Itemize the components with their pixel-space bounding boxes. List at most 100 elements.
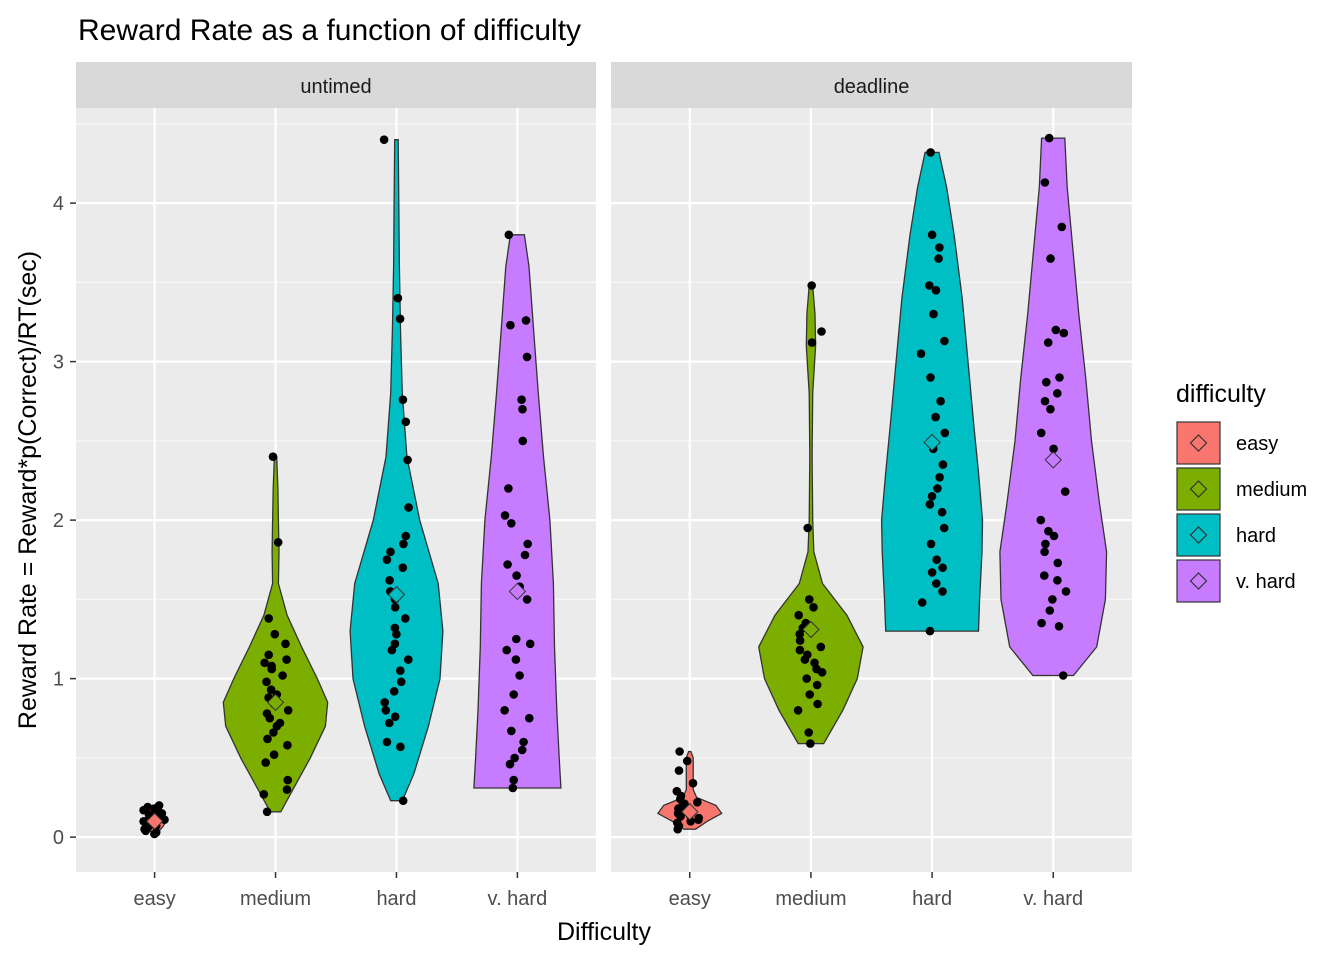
y-axis-title: Reward Rate = Reward*p(Correct)/RT(sec) (14, 251, 42, 729)
legend-diamond (1189, 526, 1208, 544)
data-point (266, 685, 276, 694)
data-point (674, 766, 684, 775)
data-point (509, 775, 518, 785)
data-point (932, 555, 941, 564)
data-point (937, 507, 947, 517)
data-point (925, 281, 934, 290)
data-point (380, 698, 390, 707)
data-point (802, 674, 811, 683)
data-point (154, 801, 164, 810)
data-point (283, 740, 292, 750)
x-axis-title: Difficulty (557, 918, 652, 946)
data-point (500, 706, 509, 715)
legend: difficulty easy medium hard v. hard (1176, 380, 1307, 603)
data-point (282, 655, 291, 664)
data-point (1054, 622, 1064, 631)
data-point (693, 798, 702, 807)
data-point (1057, 222, 1067, 232)
data-point (503, 560, 512, 569)
data-point (1051, 325, 1061, 335)
data-point (926, 373, 935, 382)
data-point (1040, 178, 1050, 187)
data-point (927, 568, 937, 577)
mean-marker (923, 433, 941, 452)
data-point (270, 629, 280, 639)
data-point (282, 785, 292, 794)
data-point (1044, 133, 1054, 143)
data-point (688, 778, 698, 788)
legend-label: medium (1236, 479, 1307, 501)
data-point (264, 650, 274, 660)
data-point (520, 550, 530, 560)
data-point (939, 523, 949, 533)
mean-marker (266, 693, 285, 712)
legend-diamond (1189, 480, 1208, 498)
data-point (936, 396, 945, 406)
data-point (404, 655, 413, 664)
data-point (812, 680, 822, 690)
data-point (403, 455, 412, 465)
data-point (805, 690, 814, 699)
data-point (927, 230, 937, 240)
data-point (389, 687, 399, 696)
data-point (269, 750, 279, 759)
legend-key (1176, 421, 1221, 465)
data-point (1048, 595, 1057, 604)
data-point (794, 610, 803, 620)
facet-strip (76, 62, 596, 108)
data-point (502, 645, 512, 655)
data-point (278, 671, 287, 680)
data-point (804, 728, 813, 737)
data-point (806, 739, 815, 748)
data-point (1055, 373, 1064, 382)
data-point (519, 737, 528, 747)
mean-marker (1044, 451, 1062, 469)
data-point (1058, 671, 1068, 680)
data-point (260, 658, 269, 668)
data-point (517, 745, 527, 755)
data-point (1044, 526, 1053, 536)
data-point (926, 539, 936, 549)
data-point (269, 728, 278, 737)
data-point (390, 603, 400, 612)
data-point (396, 742, 405, 752)
data-point (938, 563, 947, 572)
data-point (1043, 338, 1053, 347)
data-point (1049, 444, 1058, 454)
data-point (509, 690, 518, 699)
mean-marker (387, 585, 406, 604)
data-point (395, 314, 405, 324)
legend-label: v. hard (1236, 571, 1296, 593)
legend-title: difficulty (1176, 380, 1266, 408)
data-point (390, 623, 400, 633)
data-point (1040, 396, 1050, 406)
data-point (925, 626, 935, 636)
legend-item-hard: hard (1176, 513, 1276, 557)
data-point (938, 460, 948, 469)
data-point (390, 712, 400, 721)
data-point (682, 756, 692, 766)
data-point (262, 709, 272, 718)
data-point (1053, 389, 1062, 398)
data-point (399, 539, 408, 549)
data-point (926, 148, 935, 157)
mean-marker (681, 803, 699, 821)
data-point (1060, 487, 1070, 496)
data-point (512, 634, 521, 644)
data-point (803, 523, 812, 533)
data-point (803, 650, 812, 660)
data-point (522, 595, 532, 604)
legend-key (1176, 559, 1221, 603)
data-point (262, 677, 271, 687)
data-point (934, 254, 943, 263)
y-tick-label: 3 (53, 352, 64, 374)
facet-panels: untimed easy medium hard v. hard deadline easy… (76, 62, 1132, 910)
data-point (515, 671, 524, 680)
data-point (505, 759, 515, 769)
data-point (385, 718, 394, 728)
data-point (141, 826, 150, 836)
data-point (398, 395, 408, 405)
data-point (398, 796, 408, 805)
x-tick-label: easy (669, 888, 711, 910)
